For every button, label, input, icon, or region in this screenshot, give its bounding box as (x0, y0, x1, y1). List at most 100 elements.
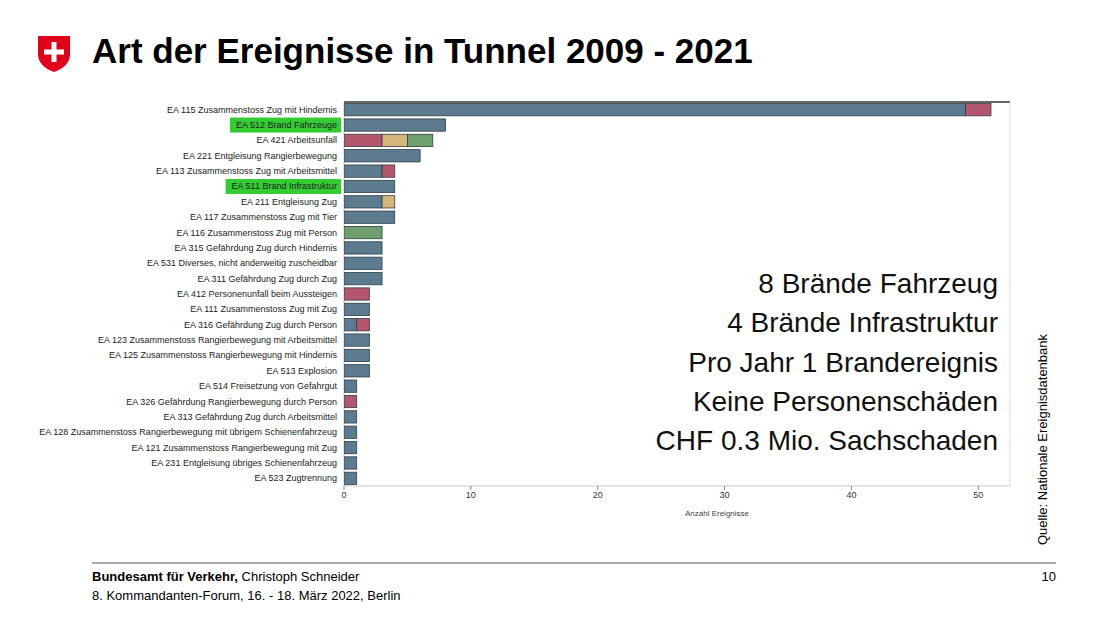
x-axis-line (344, 486, 1010, 487)
bar-segment (394, 211, 395, 223)
annotation: Keine Personenschäden (693, 386, 998, 417)
bar-segment (356, 411, 357, 423)
bar-segment (382, 196, 395, 208)
x-tick-label: 50 (973, 490, 983, 500)
footer-author: Bundesamt für Verkehr, Christoph Schneid… (92, 569, 360, 584)
bar-segment (344, 242, 382, 254)
bar-segment (369, 334, 370, 346)
category-label: EA 315 Gefährdung Zug durch Hindernis (174, 243, 337, 253)
bar-segment (966, 104, 991, 116)
annotations: 8 Brände Fahrzeug4 Brände InfrastrukturP… (656, 268, 998, 456)
category-label: EA 221 Entgleisung Rangierbewegung (183, 151, 337, 161)
bar-segment (344, 334, 369, 346)
bar-segment (420, 150, 421, 162)
bar-segment (369, 349, 370, 361)
bar-segment (369, 288, 370, 300)
category-label: EA 117 Zusammenstoss Zug mit Tier (190, 212, 337, 222)
bar-segment (344, 134, 382, 146)
bar-segment (369, 334, 370, 346)
bar-segment (369, 365, 370, 377)
footer-rule (92, 563, 1056, 564)
x-tick-label: 10 (466, 490, 476, 500)
bar-segment (344, 441, 357, 453)
category-label: EA 111 Zusammenstoss Zug mit Zug (190, 304, 337, 314)
title: Art der Ereignisse in Tunnel 2009 - 2021 (92, 31, 753, 70)
frame-top (344, 101, 1010, 103)
bar-segment (382, 272, 383, 284)
category-label: EA 513 Explosion (266, 366, 337, 376)
bar-segment (344, 349, 369, 361)
page-number: 10 (1042, 569, 1056, 584)
bar-segment (420, 150, 421, 162)
logo-shield (38, 36, 70, 72)
label-highlight (226, 179, 341, 194)
bar-segment (344, 104, 966, 116)
bar-segment (990, 104, 991, 116)
category-label: EA 231 Entgleisung übriges Schienenfahrz… (151, 458, 337, 468)
bar-segment (990, 104, 991, 116)
category-label: EA 512 Brand Fahrzeuge (236, 120, 337, 130)
bar-segment (369, 303, 370, 315)
bar-segment (369, 349, 370, 361)
category-label: EA 523 Zugtrennung (254, 473, 337, 483)
label-highlight (230, 118, 341, 133)
logo-cross (44, 50, 64, 55)
bar-segment (394, 165, 395, 177)
bar-segment (369, 365, 370, 377)
bar-segment (394, 211, 395, 223)
bar-segment (369, 365, 370, 377)
footer-org: Bundesamt für Verkehr, (92, 569, 238, 584)
bar-segment (369, 303, 370, 315)
bar-segment (356, 457, 357, 469)
bar-segment (382, 134, 407, 146)
bar-segment (382, 272, 383, 284)
bar-segment (344, 165, 382, 177)
bar-segment (344, 288, 369, 300)
bar-segment (382, 242, 383, 254)
bar-segment (356, 426, 357, 438)
bar-segment (394, 165, 395, 177)
bar-segment (356, 380, 357, 392)
bar-segment (344, 472, 357, 484)
category-label: EA 313 Gefährdung Zug durch Arbeitsmitte… (163, 412, 337, 422)
bar-segment (356, 380, 357, 392)
bar-segment (344, 303, 369, 315)
category-labels: EA 115 Zusammenstoss Zug mit HindernisEA… (39, 105, 341, 484)
bar-segment (344, 180, 395, 192)
category-label: EA 326 Gefährdung Rangierbewegung durch … (126, 397, 337, 407)
bar-segment (344, 257, 382, 269)
bar-segment (344, 272, 382, 284)
category-label: EA 421 Arbeitsunfall (256, 135, 337, 145)
bar-segment (382, 242, 383, 254)
category-label: EA 311 Gefährdung Zug durch Zug (198, 274, 337, 284)
bar-segment (356, 441, 357, 453)
bar-segment (394, 211, 395, 223)
x-tick-label: 0 (341, 490, 346, 500)
bar-segment (356, 411, 357, 423)
bar-segment (382, 257, 383, 269)
bar-segment (382, 257, 383, 269)
bar-segment (394, 180, 395, 192)
bar-segment (369, 334, 370, 346)
bar-segment (344, 365, 369, 377)
frame-right (1010, 102, 1011, 486)
bar-segment (357, 319, 370, 331)
bar-segment (356, 472, 357, 484)
category-label: EA 123 Zusammenstoss Rangierbewegung mit… (98, 335, 337, 345)
bar-segment (445, 119, 446, 131)
bar-segment (344, 196, 382, 208)
x-axis-label: Anzahl Ereignisse (685, 509, 750, 518)
bar-segment (356, 411, 357, 423)
bar-segment (356, 395, 357, 407)
bar-segment (356, 380, 357, 392)
bar-segment (369, 349, 370, 361)
bar-segment (394, 180, 395, 192)
category-label: EA 514 Freisetzung von Gefahrgut (199, 381, 338, 391)
bar-segment (356, 441, 357, 453)
bar-segment (344, 457, 357, 469)
category-label: EA 412 Personenunfall beim Aussteigen (177, 289, 337, 299)
source: Quelle: Nationale Ereignisdatenbank (1035, 333, 1050, 545)
bar-segment (445, 119, 446, 131)
bar-segment (394, 196, 395, 208)
category-label: EA 316 Gefährdung Zug durch Person (184, 320, 337, 330)
